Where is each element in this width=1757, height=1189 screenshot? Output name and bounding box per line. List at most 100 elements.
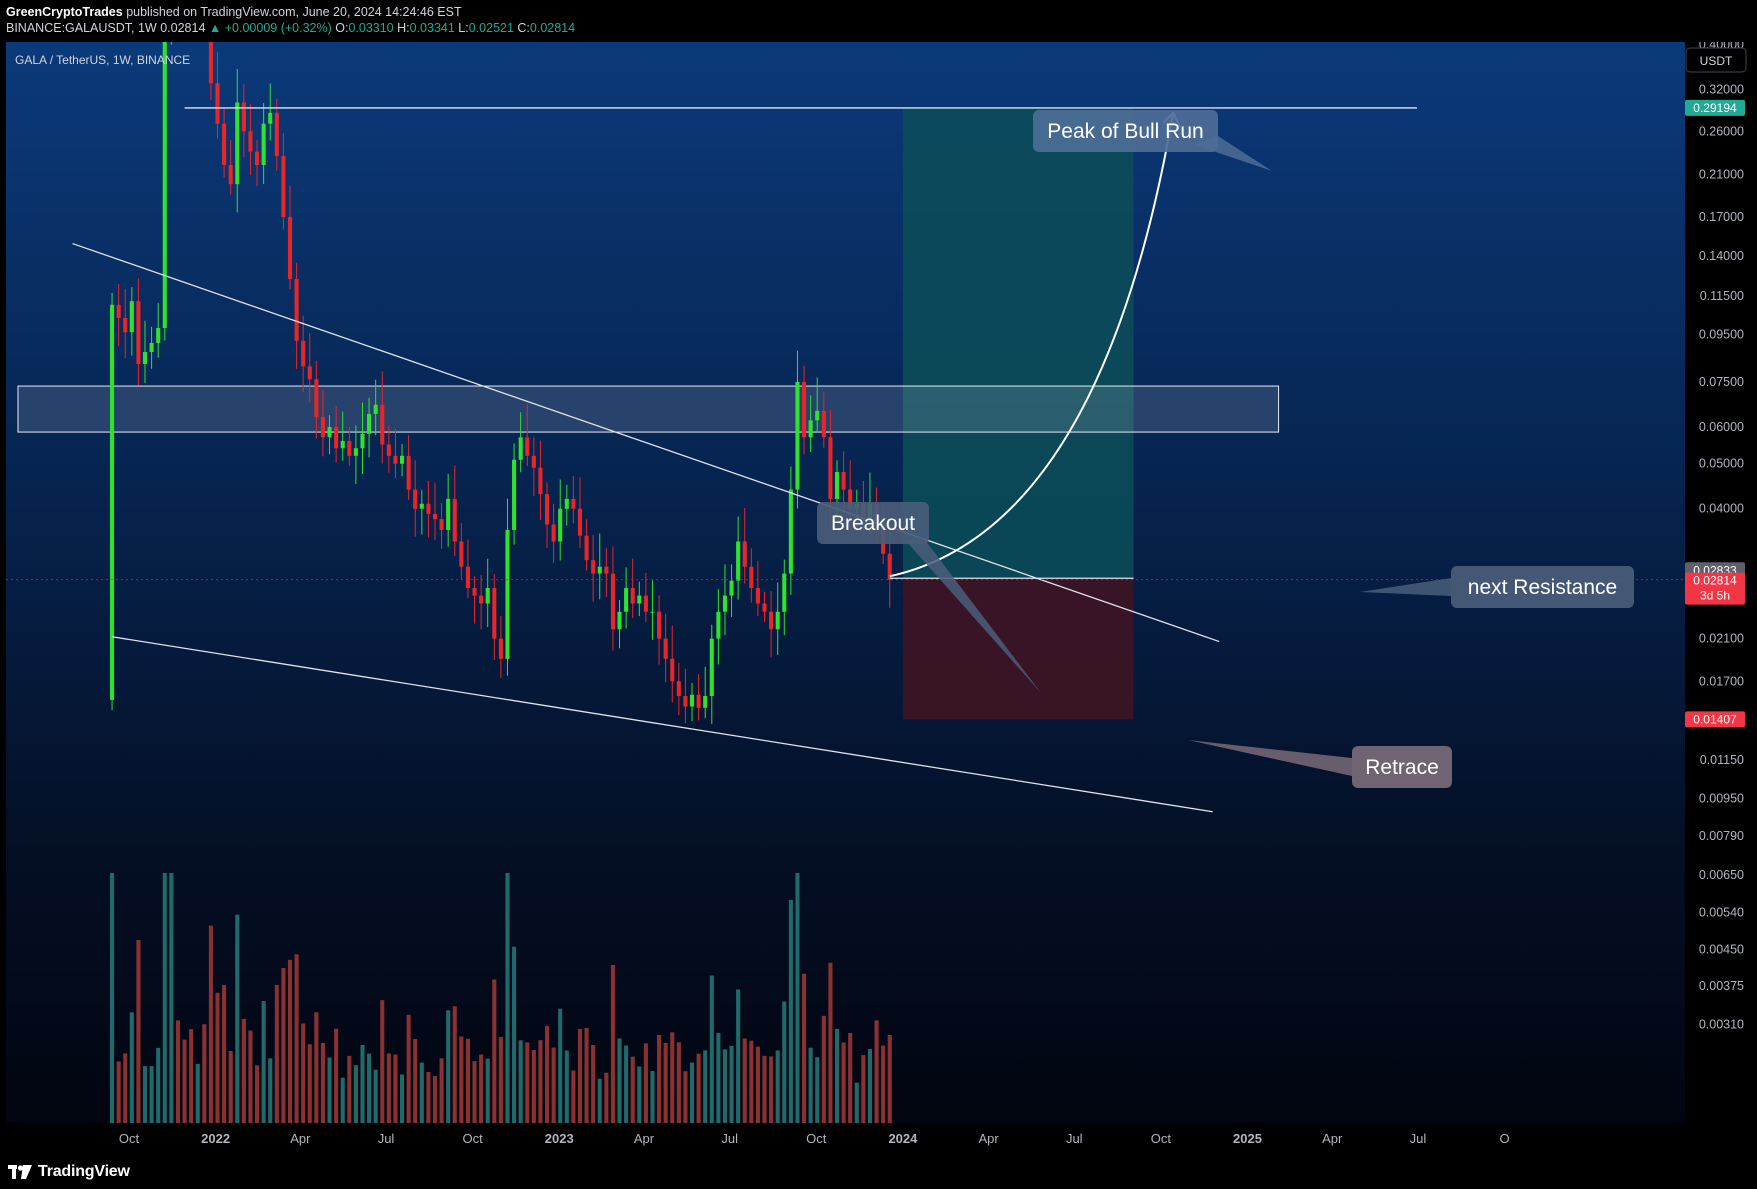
volume-bar	[670, 1032, 675, 1123]
volume-bar	[795, 873, 800, 1123]
svg-text:0.01407: 0.01407	[1693, 712, 1737, 726]
candle	[294, 262, 299, 369]
candle	[815, 377, 820, 433]
volume-bar	[703, 1050, 708, 1123]
x-tick-label: O	[1499, 1131, 1509, 1146]
volume-bar	[110, 873, 115, 1123]
x-tick-label: Apr	[978, 1131, 999, 1146]
candle	[518, 412, 523, 473]
volume-bar	[169, 873, 174, 1123]
volume-bar	[459, 1036, 464, 1123]
stop-zone	[902, 578, 1134, 720]
candle	[399, 444, 405, 477]
candle	[479, 574, 484, 630]
y-tick-label: 0.26000	[1699, 124, 1744, 138]
volume-bar	[584, 1028, 589, 1123]
close-value: 0.02814	[529, 21, 576, 35]
candle	[413, 460, 418, 537]
author-name[interactable]: GreenCryptoTrades	[6, 5, 123, 19]
symbol-text: BINANCE:GALAUSDT, 1W	[6, 21, 157, 35]
volume-bar	[340, 1077, 345, 1123]
high-label: H:	[397, 21, 410, 35]
candle	[248, 104, 253, 176]
volume-bar	[512, 946, 517, 1123]
candle	[736, 516, 741, 600]
volume-bar	[689, 1062, 695, 1123]
candle	[261, 103, 266, 184]
volume-bar	[142, 1066, 148, 1123]
volume-bar	[347, 1055, 352, 1123]
volume-bar	[446, 1010, 451, 1123]
y-tick-label: 0.00540	[1699, 906, 1744, 920]
volume-bar	[393, 1054, 398, 1123]
candle	[393, 428, 398, 479]
volume-bar	[709, 975, 714, 1123]
callout-next-resistance[interactable]: next Resistance	[1360, 566, 1634, 608]
y-tick-label: 0.00375	[1699, 979, 1744, 993]
publish-line: GreenCryptoTrades published on TradingVi…	[6, 5, 462, 19]
volume-bar	[149, 1066, 154, 1123]
candle	[340, 411, 345, 461]
volume-bar	[755, 1046, 760, 1123]
volume-bar	[373, 1069, 378, 1123]
y-tick-label: 0.01700	[1699, 674, 1744, 688]
low-label: L:	[458, 21, 469, 35]
candle	[406, 435, 411, 500]
projection-arrow[interactable]	[889, 112, 1175, 578]
svg-text:Retrace: Retrace	[1365, 756, 1439, 779]
candle	[142, 320, 148, 383]
tradingview-logo[interactable]: TradingView	[8, 1163, 130, 1181]
volume-bar	[182, 1039, 187, 1123]
candle	[558, 479, 563, 561]
volume-bar	[617, 1038, 622, 1123]
publish-header: GreenCryptoTrades published on TradingVi…	[0, 0, 1757, 42]
candle	[775, 582, 780, 656]
volume-bar	[577, 1028, 583, 1123]
volume-bar	[222, 984, 227, 1123]
upper-trendline[interactable]	[72, 242, 1220, 643]
volume-bar	[287, 959, 293, 1123]
candle	[802, 365, 807, 455]
svg-text:0.29194: 0.29194	[1693, 101, 1737, 115]
candle	[709, 624, 714, 725]
volume-bar	[663, 1042, 668, 1123]
candle	[591, 535, 596, 602]
candle	[347, 426, 352, 467]
callout-breakout[interactable]: Breakout	[817, 502, 1041, 693]
volume-bar	[479, 1054, 484, 1123]
y-tick-label: 0.01150	[1700, 753, 1744, 767]
y-tick-label: 0.07500	[1699, 375, 1744, 389]
volume-bar	[248, 1030, 253, 1123]
svg-text:Breakout: Breakout	[831, 512, 915, 535]
callout-retrace[interactable]: Retrace	[1188, 740, 1452, 788]
candle	[301, 315, 306, 393]
plot-background	[6, 42, 1685, 1123]
volume-bar	[637, 1066, 642, 1123]
volume-bar	[769, 1056, 774, 1123]
volume-bar	[189, 1029, 194, 1123]
candle	[334, 406, 339, 463]
volume-bar	[782, 1001, 787, 1123]
candle	[156, 303, 161, 358]
currency-button[interactable]: USDT	[1685, 47, 1747, 73]
volume-bar	[452, 1006, 457, 1123]
volume-bar	[195, 1063, 200, 1123]
tradingview-wordmark: TradingView	[38, 1163, 130, 1180]
volume-bar	[208, 925, 213, 1123]
x-tick-label: 2024	[888, 1131, 918, 1146]
x-tick-label: Jul	[1410, 1131, 1427, 1146]
candle	[492, 573, 497, 660]
callout-peak-of-bull-run[interactable]: Peak of Bull Run	[1033, 110, 1272, 171]
lower-trendline[interactable]	[111, 636, 1213, 813]
volume-bar	[406, 1014, 411, 1123]
volume-bar	[591, 1044, 596, 1123]
candle	[769, 591, 774, 658]
volume-bar	[301, 1023, 306, 1123]
published-text: published on TradingView.com, June 20, 2…	[126, 5, 462, 19]
volume-bar	[650, 1071, 655, 1123]
candle	[610, 546, 615, 651]
candle	[551, 503, 556, 563]
volume-bar	[564, 1050, 569, 1123]
